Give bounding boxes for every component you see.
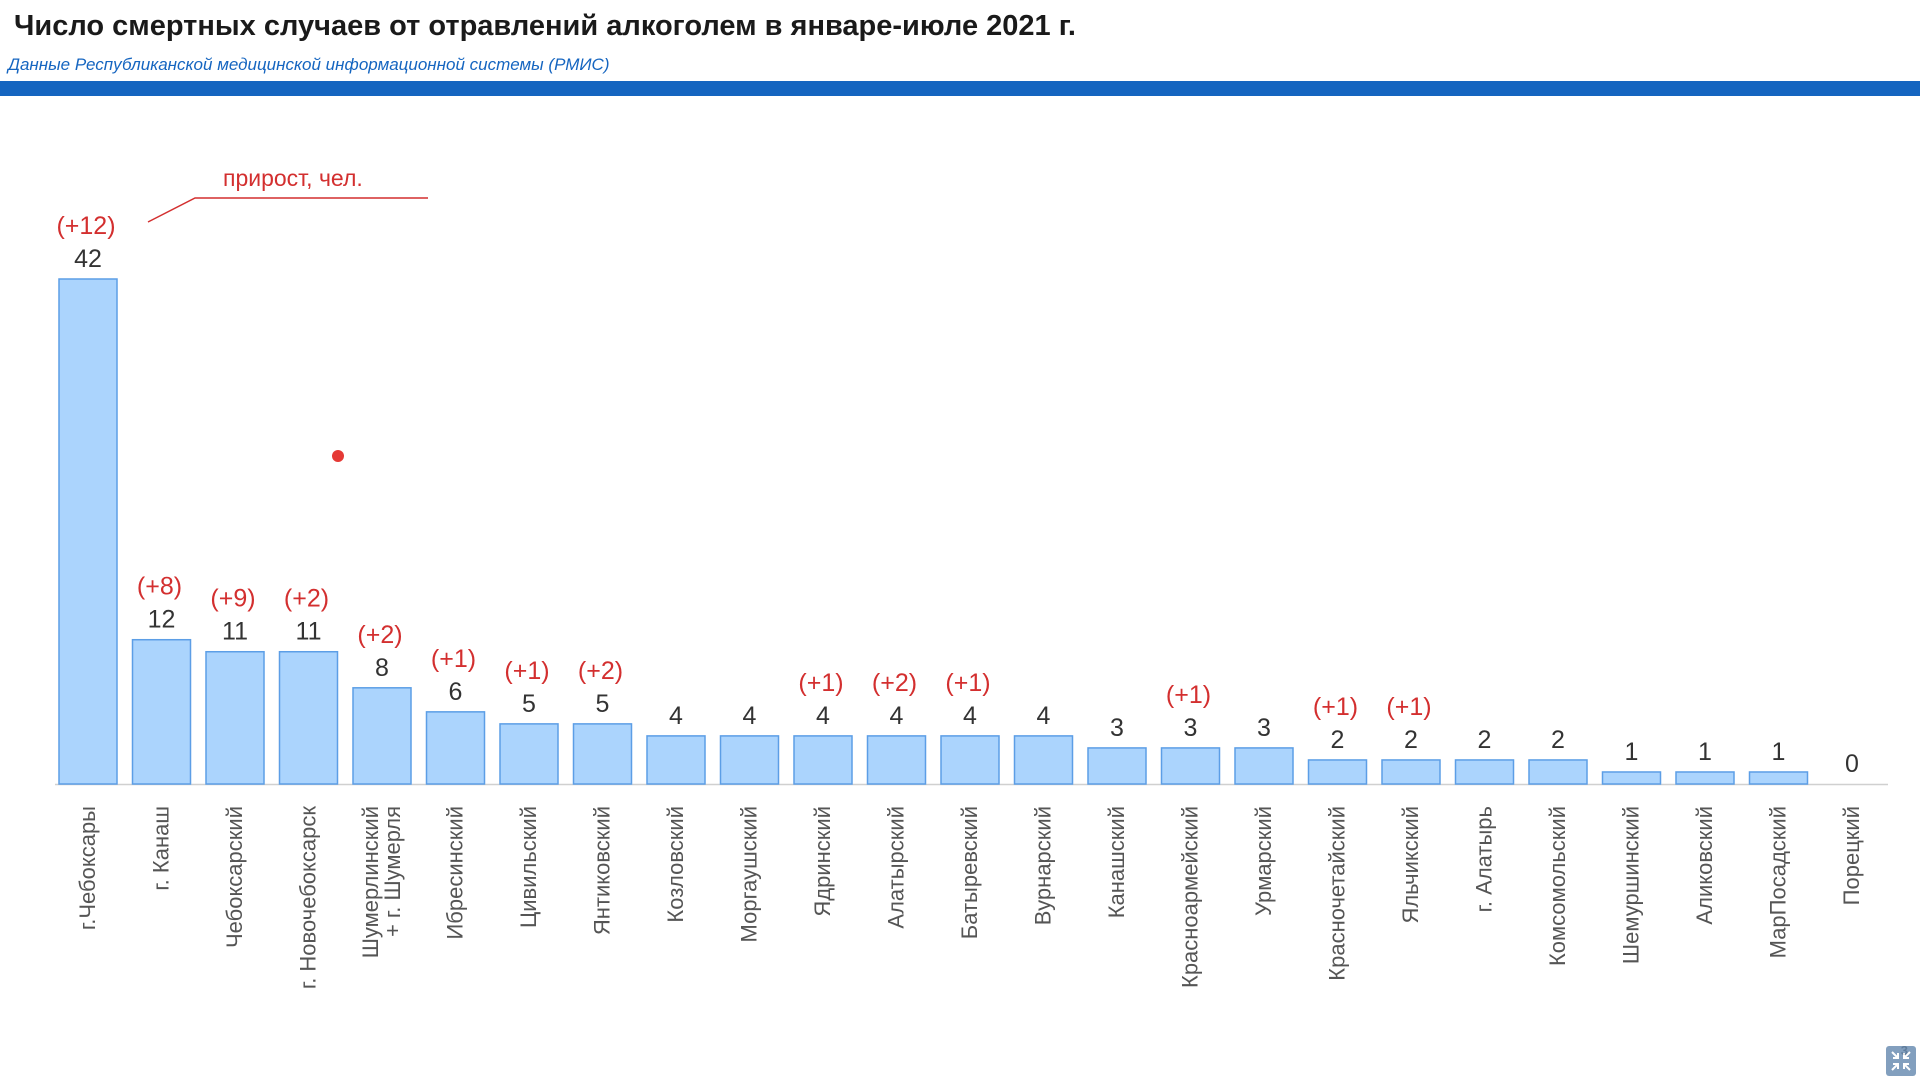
bar-increase-label: (+2) <box>872 669 917 697</box>
category-tick-label: Ядринский <box>810 806 835 917</box>
collapse-icon <box>1891 1051 1911 1071</box>
category-tick-label: Красночетайский <box>1325 806 1350 981</box>
bar-value-label: 0 <box>1845 750 1859 778</box>
bar-value-label: 2 <box>1404 726 1418 754</box>
category-tick-label: Янтиковский <box>590 806 615 935</box>
bar-increase-label: (+1) <box>798 669 843 697</box>
bar-increase-label: (+1) <box>1313 693 1358 721</box>
category-tick-label: Шемуршинский <box>1619 806 1644 964</box>
bar <box>352 687 412 785</box>
bar <box>425 711 486 785</box>
bar-value-label: 3 <box>1184 714 1198 742</box>
bar-value-label: 1 <box>1698 738 1712 766</box>
bar-increase-label: (+1) <box>504 657 549 685</box>
page-subtitle: Данные Республиканской медицинской инфор… <box>8 55 610 74</box>
category-tick-label: Чебоксарский <box>222 806 247 948</box>
category-tick-label: Моргаушский <box>737 806 762 942</box>
page-title: Число смертных случаев от отравлений алк… <box>14 10 1076 42</box>
bar <box>278 650 339 785</box>
category-tick-label: Вурнарский <box>1031 806 1056 925</box>
bar <box>866 735 927 785</box>
bar <box>1234 747 1294 785</box>
category-tick-label: Алатырский <box>884 806 909 929</box>
header-divider <box>0 81 1920 96</box>
bar-value-label: 2 <box>1551 726 1565 754</box>
bar-value-label: 4 <box>669 702 683 730</box>
fullscreen-exit-button[interactable] <box>1886 1046 1916 1076</box>
category-tick-label: Батыревский <box>957 806 982 939</box>
bar <box>131 638 192 785</box>
bar-increase-label: (+8) <box>137 573 182 601</box>
bar <box>1307 759 1368 785</box>
bar-value-label: 5 <box>522 690 536 718</box>
category-tick-label: Урмарский <box>1251 806 1276 916</box>
category-tick-label: Порецкий <box>1839 806 1864 905</box>
category-tick-label: Аликовский <box>1692 806 1717 925</box>
bar-value-label: 11 <box>296 618 322 646</box>
bar-increase-label: (+9) <box>210 585 255 613</box>
bar-value-label: 4 <box>1037 702 1051 730</box>
bar <box>1013 735 1074 785</box>
bar <box>572 723 633 785</box>
bar-value-label: 4 <box>963 702 977 730</box>
bar-value-label: 12 <box>148 606 176 634</box>
bar <box>1381 759 1441 785</box>
pointer-dot <box>332 450 344 462</box>
bar-increase-label: (+2) <box>357 621 402 649</box>
bar-value-label: 42 <box>74 245 102 273</box>
bar <box>719 735 780 785</box>
bar-increase-label: (+1) <box>1166 681 1211 709</box>
bar-value-label: 4 <box>743 702 757 730</box>
bar <box>1601 771 1662 785</box>
slide-header: Число смертных случаев от отравлений алк… <box>0 0 1920 98</box>
bar <box>1675 771 1735 785</box>
bar <box>499 723 559 785</box>
bar <box>646 735 706 785</box>
category-tick-label: МарПосадский <box>1766 806 1791 958</box>
category-tick-label: Шумерлинский <box>358 806 383 958</box>
category-tick-label: г. Алатырь <box>1472 806 1497 912</box>
category-tick-label: Ибресинский <box>443 806 468 940</box>
bar-value-label: 4 <box>816 702 830 730</box>
bar-value-label: 2 <box>1331 726 1345 754</box>
category-tick-label: г. Новочебоксарск <box>296 806 321 990</box>
category-tick-label: Красноармейский <box>1178 806 1203 988</box>
category-tick-label: г. Канаш <box>149 806 174 891</box>
bar-value-label: 3 <box>1110 714 1124 742</box>
category-tick-label: Комсомольский <box>1545 806 1570 966</box>
category-tick-label: Канашский <box>1104 806 1129 918</box>
bar <box>940 735 1000 785</box>
bar <box>1087 747 1147 785</box>
bar-value-label: 3 <box>1257 714 1271 742</box>
bar-value-label: 4 <box>890 702 904 730</box>
bar-increase-label: (+1) <box>431 645 476 673</box>
bar-value-label: 1 <box>1625 738 1639 766</box>
category-tick-label: Яльчикский <box>1398 806 1423 924</box>
increase-annotation-label: прирост, чел. <box>223 165 363 191</box>
category-tick-label: Козловский <box>663 806 688 923</box>
annotation-pointer-line <box>147 197 428 223</box>
bar <box>1748 771 1809 785</box>
bar-increase-label: (+12) <box>56 212 115 240</box>
bar-value-label: 6 <box>449 678 463 706</box>
bar-increase-label: (+1) <box>1386 693 1431 721</box>
bar <box>1454 759 1515 785</box>
bar-value-label: 11 <box>222 618 248 646</box>
bar-value-label: 8 <box>375 654 389 682</box>
bar <box>205 650 265 785</box>
bar-value-label: 5 <box>596 690 610 718</box>
bar <box>793 735 853 785</box>
bar-value-label: 2 <box>1478 726 1492 754</box>
bar-increase-label: (+1) <box>945 669 990 697</box>
category-tick-label: г.Чебоксары <box>75 806 100 930</box>
category-tick-label: Цивильский <box>516 806 541 928</box>
category-tick-label: + г. Шумерля <box>380 806 405 937</box>
bar <box>1528 759 1588 785</box>
bar-increase-label: (+2) <box>284 585 329 613</box>
bar <box>1160 747 1221 785</box>
bar-value-label: 1 <box>1772 738 1786 766</box>
bar <box>58 278 118 785</box>
bar-increase-label: (+2) <box>578 657 623 685</box>
